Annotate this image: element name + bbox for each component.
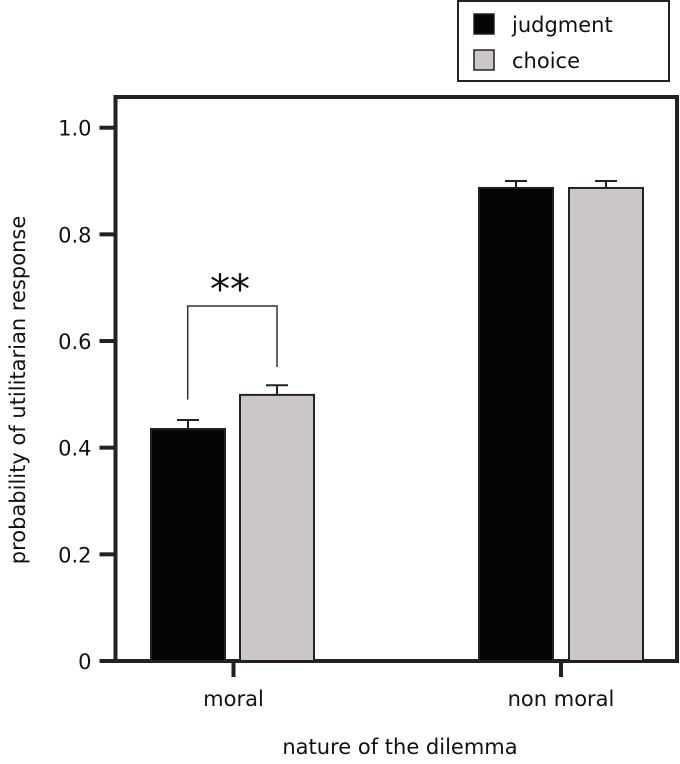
- plot-frame: [113, 95, 679, 663]
- legend-label-judgment: judgment: [511, 13, 613, 37]
- bar-judgment-non-moral: [478, 186, 554, 663]
- legend-swatch-choice: [473, 49, 495, 71]
- legend-swatch-judgment: [473, 13, 495, 35]
- y-tick-label: 0: [78, 650, 91, 674]
- bar-choice-non-moral: [568, 186, 644, 663]
- x-axis-label: nature of the dilemma: [282, 735, 517, 759]
- x-tick-label: non moral: [508, 687, 615, 711]
- y-tick-label: 0.4: [58, 437, 91, 461]
- y-tick-label: 0.8: [58, 223, 91, 247]
- y-axis-label: probability of utilitarian response: [6, 216, 30, 565]
- bar-choice-moral: [239, 393, 315, 662]
- significance-label: **: [210, 267, 250, 313]
- x-tick-label: moral: [203, 687, 264, 711]
- legend-label-choice: choice: [512, 49, 580, 73]
- significance-bracket: [186, 305, 278, 400]
- y-tick-label: 1.0: [58, 117, 91, 141]
- y-tick-label: 0.6: [58, 330, 91, 354]
- y-tick-label: 0.2: [58, 543, 91, 567]
- bar-judgment-moral: [150, 428, 226, 662]
